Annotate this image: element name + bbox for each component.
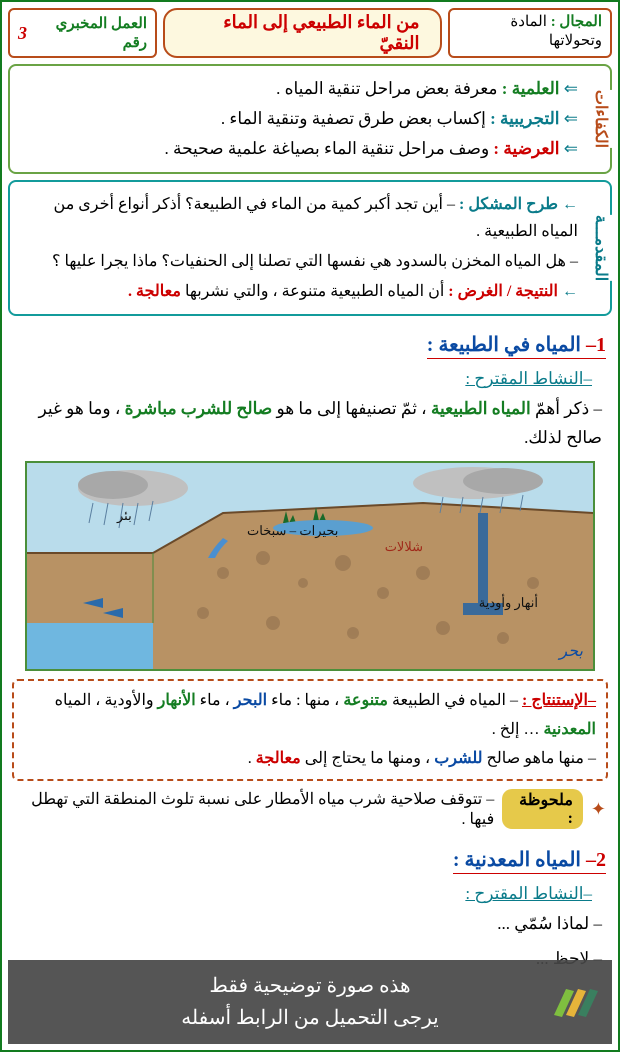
nature-water-diagram: بئر بحيرات – سبخات شلالات أنهار وأودية ب… [25,461,595,671]
section-2: 2– المياه المعدنية : –النشاط المقترح : –… [8,837,612,974]
conclusion-box: –الإستنتاج : – المياه في الطبيعة متنوعة … [12,679,608,781]
arrow-icon: ⇐ [564,79,578,98]
section-1: 1– المياه في الطبيعة : –النشاط المقترح :… [8,322,612,829]
label-sea: بحر [559,641,583,661]
activity-label: –النشاط المقترح : [8,369,592,389]
domain-box: المجال : المادة وتحولاتها [448,8,612,58]
intro-problem: ← طرح المشكل : – أين تجد أكبر كمية من ال… [16,191,578,245]
section-2-heading: 2– المياه المعدنية : [453,847,606,874]
watermark-line1: هذه صورة توضيحية فقط [14,970,606,1002]
worksheet-page: المجال : المادة وتحولاتها من الماء الطبي… [0,0,620,1052]
arrow-icon: ⇐ [564,109,578,128]
intro-problem-2: – هل المياه المخزن بالسدود هي نفسها التي… [16,248,578,275]
conclusion-line-2: – منها ماهو صالح للشرب ، ومنها ما يحتاج … [24,745,596,774]
note-badge: ملحوظة : [502,789,583,829]
arrow-icon: ⇐ [564,139,578,158]
arrow-icon: ← [562,283,578,300]
star-icon: ✦ [591,799,606,820]
competency-horizontal: ⇐ العرضية : وصف مراحل تنقية الماء بصياغة… [16,135,578,162]
competency-experimental: ⇐ التجريبية : إكساب بعض طرق تصفية وتنقية… [16,105,578,132]
intro-box: المقدمـــة ← طرح المشكل : – أين تجد أكبر… [8,180,612,317]
watermark-overlay: هذه صورة توضيحية فقط يرجى التحميل من الر… [8,960,612,1044]
domain-label: المجال : [551,14,602,30]
lab-label: العمل المخبري رقم [31,14,147,52]
section-1-heading: 1– المياه في الطبيعة : [427,332,606,359]
label-lakes: بحيرات – سبخات [247,523,338,539]
section2-bullet1: – لماذا سُمّي ... [18,910,602,939]
books-icon [552,985,598,1019]
main-title: من الماء الطبيعي إلى الماء النقيّ [163,8,441,58]
competencies-box: الكفاءات ⇐ العلمية : معرفة بعض مراحل تنق… [8,64,612,174]
intro-label: المقدمـــة [589,215,612,281]
conclusion-line-1: –الإستنتاج : – المياه في الطبيعة متنوعة … [24,687,596,745]
note-row: ✦ ملحوظة : – تتوقف صلاحية شرب مياه الأمط… [14,789,606,829]
arrow-icon: ← [562,196,578,213]
lab-number-box: العمل المخبري رقم 3 [8,8,157,58]
diagram-svg [25,463,593,671]
header-row: المجال : المادة وتحولاتها من الماء الطبي… [8,8,612,58]
intro-result: ← النتيجة / الغرض : أن المياه الطبيعية م… [16,278,578,305]
note-text: – تتوقف صلاحية شرب مياه الأمطار على نسبة… [14,789,494,829]
label-waterfall: شلالات [385,539,423,555]
watermark-line2: يرجى التحميل من الرابط أسفله [14,1002,606,1034]
competencies-label: الكفاءات [589,90,612,148]
competency-scientific: ⇐ العلمية : معرفة بعض مراحل تنقية المياه… [16,75,578,102]
lab-number: 3 [18,23,27,44]
activity-text: – ذكر أهمّ المياه الطبيعية ، ثمّ تصنيفها… [18,395,602,453]
label-well: بئر [117,508,132,524]
activity-label-2: –النشاط المقترح : [8,884,592,904]
label-rivers: أنهار وأودية [479,595,538,611]
